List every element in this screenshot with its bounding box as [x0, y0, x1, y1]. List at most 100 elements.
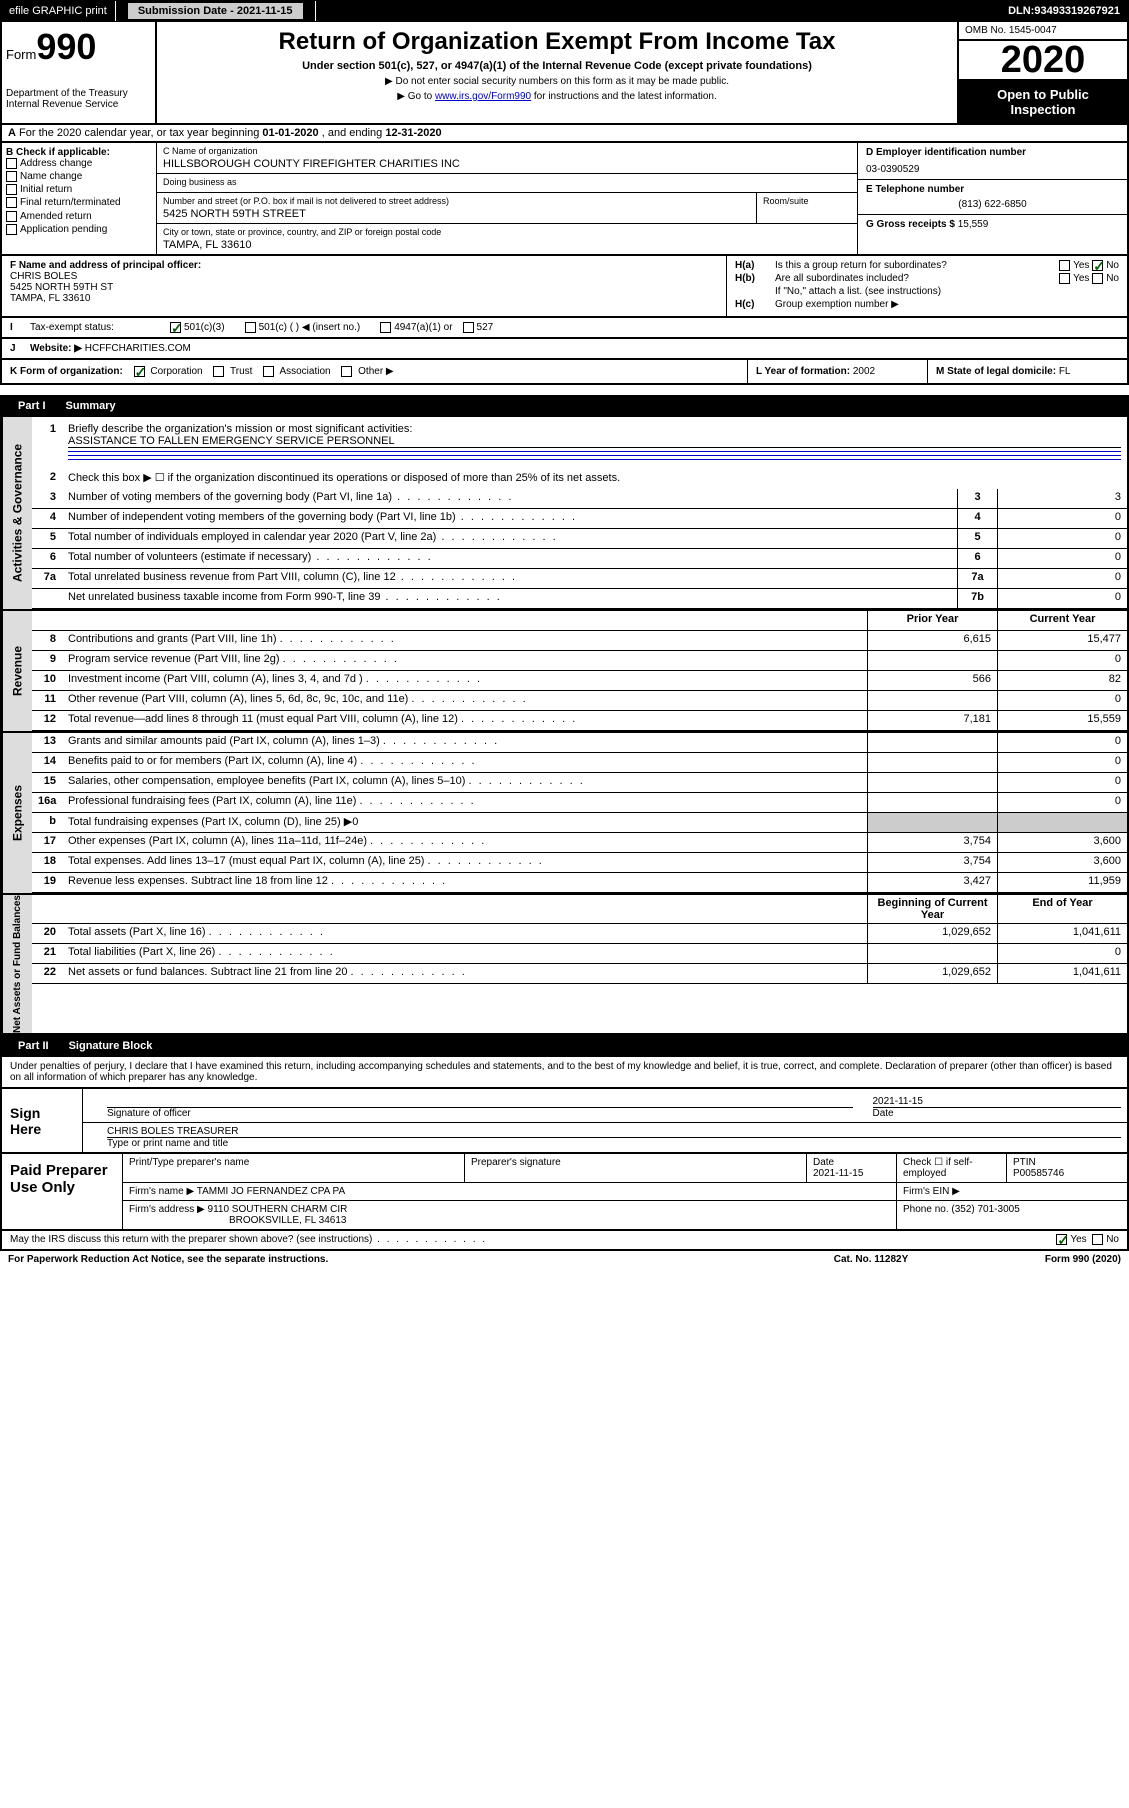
summary-row: 3Number of voting members of the governi…: [32, 489, 1127, 509]
check-address-change[interactable]: Address change: [6, 158, 152, 169]
state-domicile: FL: [1059, 366, 1071, 377]
ha-checks[interactable]: Yes No: [1019, 260, 1119, 271]
summary-row: 15Salaries, other compensation, employee…: [32, 773, 1127, 793]
efile-label: efile GRAPHIC print: [1, 1, 116, 21]
revenue-block: Revenue Prior YearCurrent Year 8Contribu…: [0, 611, 1129, 733]
vtab-netassets: Net Assets or Fund Balances: [2, 895, 32, 1033]
room-suite: Room/suite: [757, 193, 857, 223]
tax-year: 2020: [959, 41, 1127, 81]
form-title: Return of Organization Exempt From Incom…: [163, 28, 951, 56]
summary-row: 9Program service revenue (Part VIII, lin…: [32, 651, 1127, 671]
bottom-line: For Paperwork Reduction Act Notice, see …: [0, 1251, 1129, 1268]
b-label: B Check if applicable:: [6, 147, 152, 158]
submission-date-button[interactable]: Submission Date - 2021-11-15: [128, 3, 303, 19]
perjury-text: Under penalties of perjury, I declare th…: [0, 1057, 1129, 1089]
summary-row: 18Total expenses. Add lines 13–17 (must …: [32, 853, 1127, 873]
form-header: Form990 Department of the Treasury Inter…: [0, 22, 1129, 125]
street-row: Number and street (or P.O. box if mail i…: [157, 193, 857, 224]
submission-cell: Submission Date - 2021-11-15: [116, 1, 316, 21]
ptin: P00585746: [1013, 1168, 1121, 1179]
summary-row: Net unrelated business taxable income fr…: [32, 589, 1127, 609]
line-k: K Form of organization: Corporation Trus…: [0, 360, 1129, 385]
summary-row: bTotal fundraising expenses (Part IX, co…: [32, 813, 1127, 833]
summary-row: 8Contributions and grants (Part VIII, li…: [32, 631, 1127, 651]
website-value: HCFFCHARITIES.COM: [82, 343, 191, 354]
line-j: J Website: ▶ HCFFCHARITIES.COM: [0, 339, 1129, 360]
firm-name: TAMMI JO FERNANDEZ CPA PA: [197, 1186, 345, 1197]
year-formation: 2002: [853, 366, 875, 377]
line-a: A For the 2020 calendar year, or tax yea…: [0, 125, 1129, 143]
section-fh: F Name and address of principal officer:…: [0, 256, 1129, 318]
form-ref: Form 990 (2020): [971, 1254, 1121, 1265]
summary-row: 22Net assets or fund balances. Subtract …: [32, 964, 1127, 984]
org-name: HILLSBOROUGH COUNTY FIREFIGHTER CHARITIE…: [163, 158, 851, 170]
expenses-block: Expenses 13Grants and similar amounts pa…: [0, 733, 1129, 895]
phone-value: (813) 622-6850: [866, 199, 1119, 210]
column-b: B Check if applicable: Address change Na…: [2, 143, 157, 254]
form-note2: ▶ Go to www.irs.gov/Form990 for instruct…: [163, 91, 951, 102]
column-f: F Name and address of principal officer:…: [2, 256, 727, 316]
check-final-return[interactable]: Final return/terminated: [6, 197, 152, 208]
gross-receipts: 15,559: [958, 219, 989, 230]
part1-header: Part I Summary: [0, 395, 1129, 417]
ein-value: 03-0390529: [866, 164, 1119, 175]
summary-row: 4Number of independent voting members of…: [32, 509, 1127, 529]
vtab-expenses: Expenses: [2, 733, 32, 893]
city-cell: City or town, state or province, country…: [157, 224, 857, 254]
column-de: D Employer identification number 03-0390…: [857, 143, 1127, 254]
summary-row: 12Total revenue—add lines 8 through 11 (…: [32, 711, 1127, 731]
form-label: Form: [6, 47, 36, 62]
ein-cell: D Employer identification number 03-0390…: [858, 143, 1127, 180]
summary-row: 19Revenue less expenses. Subtract line 1…: [32, 873, 1127, 893]
officer-name: CHRIS BOLES: [10, 271, 718, 282]
header-right: OMB No. 1545-0047 2020 Open to Public In…: [957, 22, 1127, 123]
phone-cell: E Telephone number (813) 622-6850: [858, 180, 1127, 215]
check-pending[interactable]: Application pending: [6, 224, 152, 235]
form-note1: ▶ Do not enter social security numbers o…: [163, 76, 951, 87]
firm-phone: (352) 701-3005: [951, 1204, 1019, 1215]
summary-row: 5Total number of individuals employed in…: [32, 529, 1127, 549]
form-subtitle: Under section 501(c), 527, or 4947(a)(1)…: [163, 60, 951, 72]
irs-discuss-row: May the IRS discuss this return with the…: [0, 1231, 1129, 1250]
prep-date: 2021-11-15: [813, 1168, 890, 1179]
sign-here-label: Sign Here: [2, 1089, 82, 1152]
mission-text: ASSISTANCE TO FALLEN EMERGENCY SERVICE P…: [68, 435, 1121, 448]
dept-treasury: Department of the Treasury: [6, 88, 151, 99]
preparer-section: Paid Preparer Use Only Print/Type prepar…: [0, 1154, 1129, 1231]
check-name-change[interactable]: Name change: [6, 171, 152, 182]
gross-receipts-cell: G Gross receipts $ 15,559: [858, 215, 1127, 234]
irs-discuss-checks[interactable]: Yes No: [1056, 1234, 1119, 1245]
summary-row: 6Total number of volunteers (estimate if…: [32, 549, 1127, 569]
summary-row: 7aTotal unrelated business revenue from …: [32, 569, 1127, 589]
netassets-block: Net Assets or Fund Balances Beginning of…: [0, 895, 1129, 1035]
governance-block: Activities & Governance 1 Briefly descri…: [0, 417, 1129, 611]
irs-link[interactable]: www.irs.gov/Form990: [435, 91, 531, 102]
summary-row: 16aProfessional fundraising fees (Part I…: [32, 793, 1127, 813]
city-state-zip: TAMPA, FL 33610: [163, 239, 851, 251]
spacer: [316, 1, 1001, 21]
officer-name-title: CHRIS BOLES TREASURER: [107, 1126, 1121, 1138]
vtab-governance: Activities & Governance: [2, 417, 32, 609]
summary-row: 14Benefits paid to or for members (Part …: [32, 753, 1127, 773]
cat-no: Cat. No. 11282Y: [771, 1254, 971, 1265]
summary-row: 11Other revenue (Part VIII, column (A), …: [32, 691, 1127, 711]
street-address: 5425 NORTH 59TH STREET: [163, 208, 750, 220]
summary-row: 20Total assets (Part X, line 16) 1,029,6…: [32, 924, 1127, 944]
summary-row: 13Grants and similar amounts paid (Part …: [32, 733, 1127, 753]
column-c: C Name of organization HILLSBOROUGH COUN…: [157, 143, 857, 254]
summary-row: 21Total liabilities (Part X, line 26) 0: [32, 944, 1127, 964]
summary-row: 17Other expenses (Part IX, column (A), l…: [32, 833, 1127, 853]
check-initial-return[interactable]: Initial return: [6, 184, 152, 195]
summary-row: 10Investment income (Part VIII, column (…: [32, 671, 1127, 691]
dln-cell: DLN: 93493319267921: [1000, 1, 1128, 21]
sign-section: Sign Here Signature of officer 2021-11-1…: [0, 1089, 1129, 1154]
sign-date: 2021-11-15: [873, 1096, 1122, 1108]
check-amended[interactable]: Amended return: [6, 211, 152, 222]
dept-irs: Internal Revenue Service: [6, 99, 151, 110]
header-left: Form990 Department of the Treasury Inter…: [2, 22, 157, 123]
firm-addr2: BROOKSVILLE, FL 34613: [229, 1215, 346, 1226]
top-bar: efile GRAPHIC print Submission Date - 20…: [0, 0, 1129, 22]
vtab-revenue: Revenue: [2, 611, 32, 731]
org-name-cell: C Name of organization HILLSBOROUGH COUN…: [157, 143, 857, 174]
header-center: Return of Organization Exempt From Incom…: [157, 22, 957, 123]
